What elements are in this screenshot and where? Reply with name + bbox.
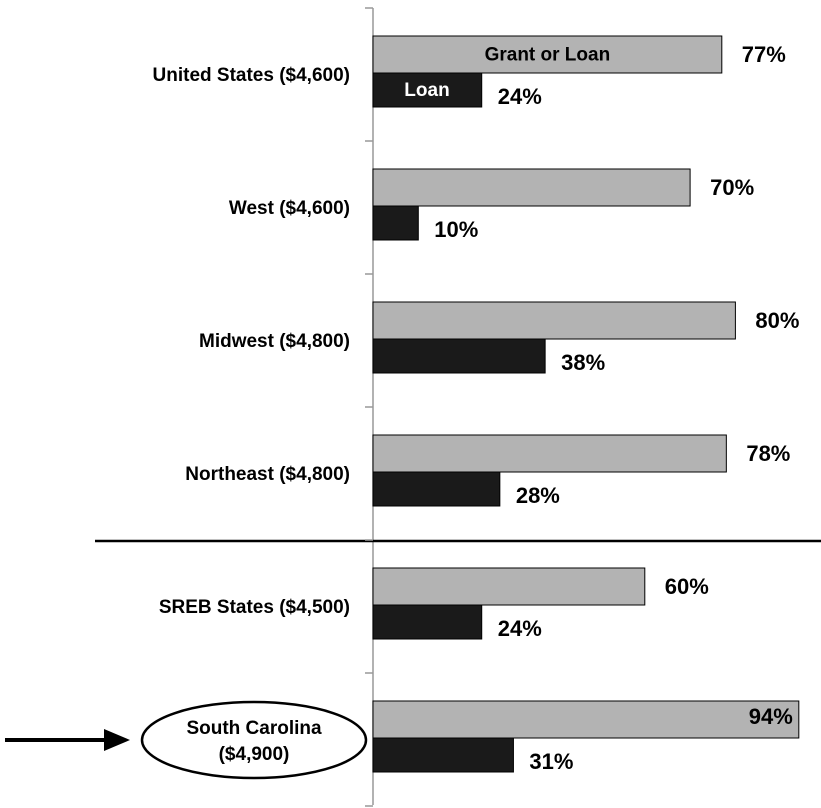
label-line: ($4,900) — [219, 744, 290, 765]
bar — [372, 35, 723, 74]
value-label: 38% — [561, 350, 605, 375]
bar — [372, 737, 514, 773]
bar — [372, 604, 483, 640]
arrow-head — [104, 729, 130, 751]
value-label: 60% — [665, 574, 709, 599]
bar — [372, 700, 800, 739]
value-label: 70% — [710, 175, 754, 200]
legend-label: Loan — [404, 80, 449, 101]
highlight-ellipse — [140, 700, 368, 780]
y-tick-label: South Carolina ($4,900) — [186, 718, 322, 765]
value-label: 31% — [529, 749, 573, 774]
bar — [372, 471, 501, 507]
y-tick-label: Northeast ($4,800) — [185, 464, 350, 485]
legend-label: Grant or Loan — [485, 45, 611, 66]
value-label: 24% — [498, 616, 542, 641]
value-label: 10% — [434, 217, 478, 242]
bar — [372, 205, 419, 241]
bar — [372, 567, 646, 606]
value-label: 78% — [746, 441, 790, 466]
y-tick-label: Midwest ($4,800) — [199, 331, 350, 352]
value-label: 28% — [516, 483, 560, 508]
bar — [372, 434, 727, 473]
value-label: 24% — [498, 84, 542, 109]
y-tick-label: United States ($4,600) — [153, 65, 350, 86]
value-label: 77% — [742, 42, 786, 67]
y-tick-label: SREB States ($4,500) — [159, 597, 350, 618]
label-line: South Carolina — [186, 718, 322, 739]
y-tick-label: West ($4,600) — [229, 198, 350, 219]
bar — [372, 72, 483, 108]
bar — [372, 301, 736, 340]
bar — [372, 338, 546, 374]
bar — [372, 168, 691, 207]
value-label: 94% — [749, 704, 793, 729]
value-label: 80% — [755, 308, 799, 333]
